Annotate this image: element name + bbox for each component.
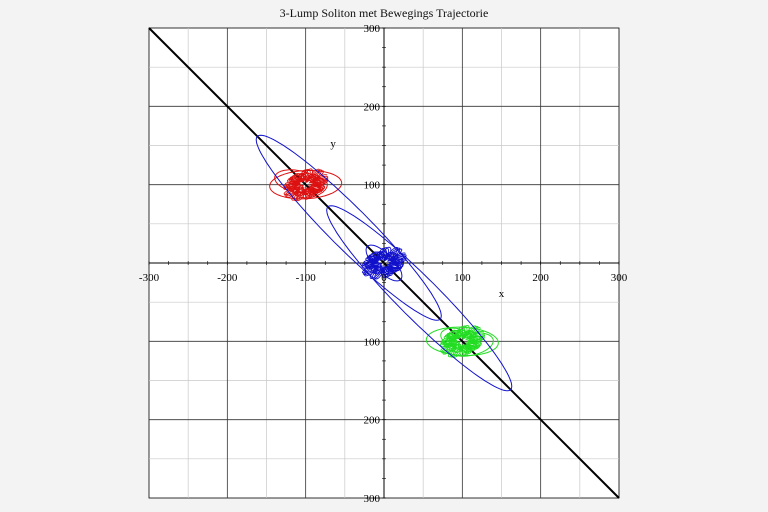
x-axis-label: x	[499, 288, 505, 300]
curves	[255, 134, 513, 392]
y-tick-label: 100	[364, 336, 381, 348]
x-tick-label: 100	[454, 272, 471, 284]
y-tick-label: 200	[364, 101, 381, 113]
labels: -300 -200 -100 0 100 200 300 300 200 100 100 200 300…	[139, 23, 628, 505]
x-tick-label: 300	[611, 272, 628, 284]
y-axis-label: y	[330, 138, 336, 150]
y-tick-label: 300	[364, 23, 381, 35]
blue-series-loop	[326, 205, 513, 392]
x-tick-label: 200	[532, 272, 549, 284]
green-series-loop	[425, 326, 499, 356]
axes	[148, 27, 620, 499]
y-tick-label: 200	[364, 415, 381, 427]
y-tick-label: 100	[364, 180, 381, 192]
green-series-core	[439, 325, 486, 358]
green-series-core	[452, 331, 472, 351]
blue-series-core	[361, 246, 407, 280]
blue-series-loop	[255, 134, 442, 321]
x-tick-label: -200	[217, 272, 238, 284]
x-tick-label: -300	[139, 272, 160, 284]
blue-series-core	[373, 252, 394, 273]
y-tick-label: 300	[364, 493, 381, 505]
red-series-core	[283, 168, 329, 202]
x-tick-label: 0	[381, 272, 387, 284]
x-tick-label: -100	[296, 272, 317, 284]
red-series-core	[295, 174, 315, 194]
trajectory-line	[148, 27, 620, 499]
chart-title: 3-Lump Soliton met Bewegings Trajectorie	[279, 6, 489, 20]
